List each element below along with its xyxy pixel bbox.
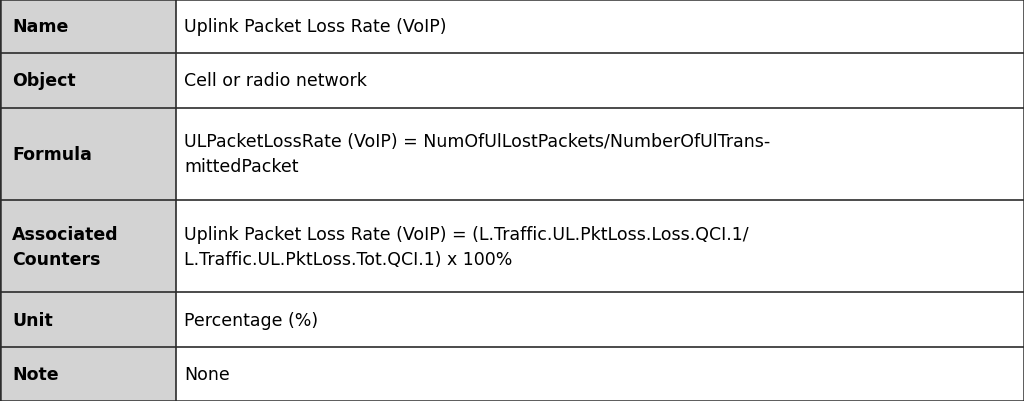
Bar [0,293,176,347]
Text: Formula: Formula [12,146,92,164]
Text: Unit: Unit [12,311,53,329]
Text: None: None [184,365,230,383]
Bar [176,54,1024,108]
Bar [0,54,176,108]
Text: Percentage (%): Percentage (%) [184,311,318,329]
Bar [0,347,176,401]
Bar [176,200,1024,293]
Bar [0,0,176,54]
Bar [176,108,1024,200]
Text: Uplink Packet Loss Rate (VoIP): Uplink Packet Loss Rate (VoIP) [184,18,446,36]
Bar [0,200,176,293]
Bar [176,347,1024,401]
Text: Cell or radio network: Cell or radio network [184,72,368,90]
Text: Name: Name [12,18,69,36]
Text: Uplink Packet Loss Rate (VoIP) = (L.Traffic.UL.PktLoss.Loss.QCI.1/
L.Traffic.UL.: Uplink Packet Loss Rate (VoIP) = (L.Traf… [184,225,749,268]
Text: ULPacketLossRate (VoIP) = NumOfUlLostPackets/NumberOfUlTrans-
mittedPacket: ULPacketLossRate (VoIP) = NumOfUlLostPac… [184,133,771,176]
Bar [0,108,176,200]
Bar [176,0,1024,54]
Text: Associated
Counters: Associated Counters [12,225,119,268]
Text: Note: Note [12,365,59,383]
Text: Object: Object [12,72,76,90]
Bar [176,293,1024,347]
